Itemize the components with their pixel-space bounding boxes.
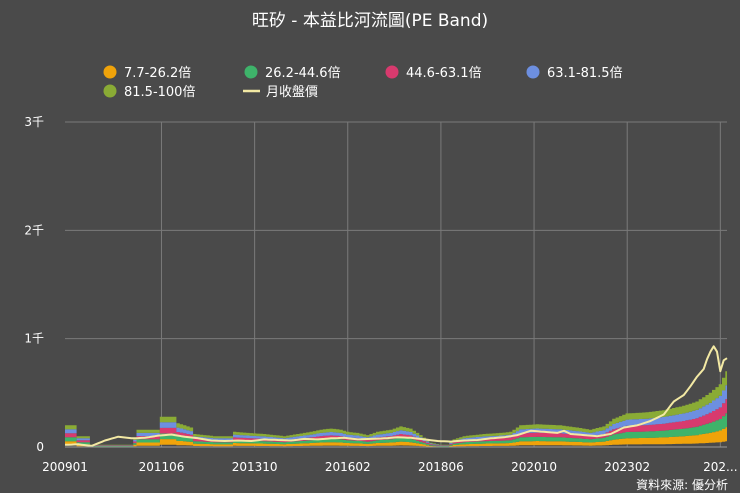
x-tick-label: 201602 (325, 460, 371, 474)
x-tick-label: 201806 (418, 460, 464, 474)
y-tick-label: 1千 (24, 332, 44, 346)
axes: 0 1千 2千 3千 200901 201106 201310 201602 201806 202… (24, 115, 737, 474)
y-tick-label: 2千 (24, 223, 44, 237)
legend-label-2: 26.2-44.6倍 (265, 66, 341, 81)
legend-marker-1 (103, 65, 117, 79)
legend-marker-3 (385, 65, 399, 79)
x-tick-label: 202... (703, 460, 737, 474)
chart-title: 旺矽 - 本益比河流圖(PE Band) (252, 11, 488, 31)
legend: 7.7-26.2倍 26.2-44.6倍 44.6-63.1倍 63.1-81.5倍 8… (103, 65, 623, 100)
x-tick-label: 201106 (139, 460, 185, 474)
grid (65, 121, 727, 447)
pe-bands (65, 371, 727, 447)
source-note: 資料來源: 優分析 (636, 478, 728, 492)
legend-marker-2 (244, 65, 258, 79)
legend-marker-4 (526, 65, 540, 79)
price-line (64, 345, 728, 447)
price-line-layer (64, 345, 728, 447)
y-tick-label: 3千 (24, 115, 44, 129)
legend-label-3: 44.6-63.1倍 (406, 66, 482, 81)
x-tick-label: 200901 (42, 460, 88, 474)
band-1 (65, 427, 727, 447)
legend-label-4: 63.1-81.5倍 (547, 66, 623, 81)
x-tick-label: 202010 (511, 460, 557, 474)
band-5 (65, 371, 727, 446)
band-2 (65, 413, 727, 447)
band-4 (65, 385, 727, 446)
legend-label-5: 81.5-100倍 (124, 85, 195, 100)
legend-label-price: 月收盤價 (266, 85, 318, 100)
x-tick-label: 201310 (232, 460, 278, 474)
legend-label-1: 7.7-26.2倍 (124, 66, 191, 81)
legend-marker-5 (103, 84, 117, 98)
y-tick-label: 0 (36, 440, 44, 454)
x-tick-label: 202302 (604, 460, 650, 474)
band-3 (65, 399, 727, 446)
